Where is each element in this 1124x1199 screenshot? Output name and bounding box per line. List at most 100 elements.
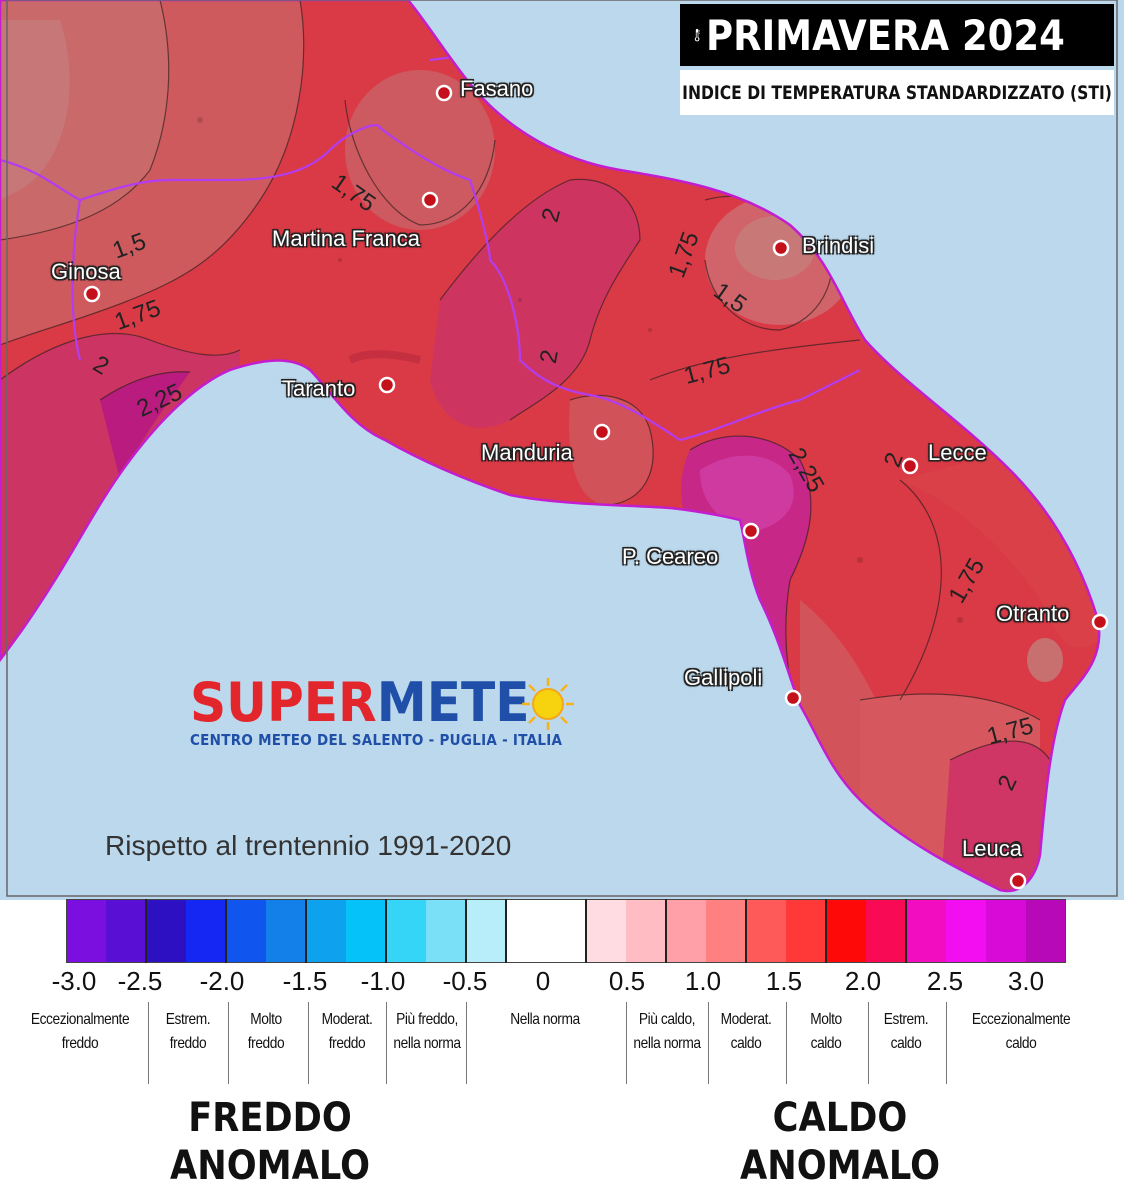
legend-category-line: caldo: [810, 1035, 842, 1052]
legend-category: Molto freddo: [233, 1008, 298, 1056]
warm-anomaly-line2: ANOMALO: [739, 1143, 940, 1189]
city-label-martina-franca: Martina Franca: [272, 226, 420, 251]
legend-category-line: freddo: [61, 1035, 99, 1052]
scale-cell: [706, 899, 746, 963]
scale-cell: [986, 899, 1026, 963]
legend-separator: [868, 1002, 869, 1084]
legend-category-line: nella norma: [633, 1035, 701, 1052]
city-marker-lecce: [901, 457, 919, 475]
city-label-lecce: Lecce: [928, 440, 987, 465]
thermometer-icon: [694, 28, 700, 42]
scale-cell: [346, 899, 386, 963]
scale-tick: 3.0: [1007, 966, 1045, 996]
legend-category-line: Più freddo,: [396, 1011, 458, 1028]
city-label-ginosa: Ginosa: [51, 259, 121, 284]
city-label-taranto: Taranto: [282, 376, 356, 401]
logo-brand-red: SUPER: [190, 671, 377, 734]
scale-tick: -2.5: [117, 966, 163, 996]
scale-tick: 0: [535, 966, 551, 996]
scale-cell: [866, 899, 906, 963]
legend-separator: [228, 1002, 229, 1084]
city-label-brindisi: Brindisi: [802, 233, 875, 258]
city-marker-taranto: [378, 376, 396, 394]
contour-label: 2: [1008, 836, 1026, 865]
legend-category-line: freddo: [328, 1035, 366, 1052]
warm-anomaly-line1: CALDO: [772, 1095, 908, 1141]
scale-cell: [386, 899, 426, 963]
legend-category: Eccezionalmente caldo: [957, 1008, 1086, 1056]
legend-category-line: caldo: [890, 1035, 922, 1052]
scale-cell: [826, 899, 866, 963]
scale-cell: [746, 899, 786, 963]
scale-cell: [226, 899, 266, 963]
legend-separator: [626, 1002, 627, 1084]
scale-cell: [466, 899, 506, 963]
scale-cell: [506, 899, 546, 963]
page-title: PRIMAVERA 2024: [706, 10, 1066, 60]
scale-cell: [786, 899, 826, 963]
city-marker-p-ceareo: [742, 522, 760, 540]
scale-tick: -3.0: [51, 966, 97, 996]
legend-category-line: caldo: [1005, 1035, 1037, 1052]
city-marker-otranto: [1091, 613, 1109, 631]
logo-tagline: CENTRO METEO DEL SALENTO - PUGLIA - ITAL…: [190, 731, 563, 749]
legend-category-line: Eccezionalmente: [30, 1011, 130, 1028]
scale-cell: [626, 899, 666, 963]
scale-cell: [186, 899, 226, 963]
legend-category: Estrem. caldo: [873, 1008, 938, 1056]
legend-category-line: freddo: [169, 1035, 207, 1052]
cold-anomaly-line1: FREDDO: [188, 1095, 352, 1141]
scale-cell: [586, 899, 626, 963]
city-label-otranto: Otranto: [996, 601, 1070, 626]
page-subtitle: INDICE DI TEMPERATURA STANDARDIZZATO (ST…: [682, 81, 1112, 104]
scale-tick: 1.0: [684, 966, 722, 996]
legend-category-line: Estrem.: [883, 1011, 929, 1028]
contour-label: 2: [535, 348, 564, 366]
city-label-p-ceareo: P. Ceareo: [622, 544, 719, 569]
city-label-manduria: Manduria: [481, 440, 573, 465]
legend-separator: [946, 1002, 947, 1084]
scale-tick: -0.5: [442, 966, 488, 996]
legend-category: Moderat. caldo: [713, 1008, 778, 1056]
city-marker-brindisi: [772, 239, 790, 257]
legend-category-line: caldo: [730, 1035, 762, 1052]
scale-cell: [546, 899, 586, 963]
legend-separator: [708, 1002, 709, 1084]
legend-separator: [308, 1002, 309, 1084]
city-marker-leuca: [1009, 872, 1027, 890]
city-marker-martina-franca: [421, 191, 439, 209]
sun-icon: [522, 678, 574, 730]
legend-category: Molto caldo: [792, 1008, 861, 1056]
legend-category-line: Molto: [250, 1011, 282, 1028]
color-scale: [66, 899, 1066, 963]
city-label-leuca: Leuca: [962, 836, 1022, 861]
legend-category: Moderat. freddo: [313, 1008, 380, 1056]
supermeteo-logo: SUPERMETE CENTRO METEO DEL SALENTO - PUG…: [190, 676, 604, 750]
city-marker-gallipoli: [784, 689, 802, 707]
scale-tick: -2.0: [199, 966, 245, 996]
title-box: PRIMAVERA 2024: [680, 4, 1114, 66]
scale-cell: [906, 899, 946, 963]
reference-period: Rispetto al trentennio 1991-2020: [105, 830, 512, 861]
legend-category-line: Moderat.: [321, 1011, 373, 1028]
sti-map: 1,75 2 1,75 1,5 1,75 2 1,5 2,25 2 1,75 2…: [0, 0, 1124, 900]
cold-anomaly-line2: ANOMALO: [169, 1143, 370, 1189]
legend-category-line: Nella norma: [510, 1011, 580, 1028]
scale-cell: [306, 899, 346, 963]
legend-separator: [786, 1002, 787, 1084]
legend-category: Più caldo, nella norma: [632, 1008, 703, 1056]
legend-separator: [386, 1002, 387, 1084]
scale-tick: 2.5: [926, 966, 964, 996]
legend-category-line: Moderat.: [720, 1011, 772, 1028]
legend-category-line: nella norma: [393, 1035, 461, 1052]
legend-category: Estrem. freddo: [154, 1008, 223, 1056]
scale-tick: -1.0: [360, 966, 406, 996]
legend-separator: [148, 1002, 149, 1084]
scale-cell: [946, 899, 986, 963]
legend-category: Nella norma: [481, 1008, 610, 1032]
city-marker-manduria: [593, 423, 611, 441]
city-label-fasano: Fasano: [460, 76, 534, 101]
scale-cell: [666, 899, 706, 963]
legend-category-line: freddo: [247, 1035, 285, 1052]
legend-category-line: Estrem.: [165, 1011, 211, 1028]
